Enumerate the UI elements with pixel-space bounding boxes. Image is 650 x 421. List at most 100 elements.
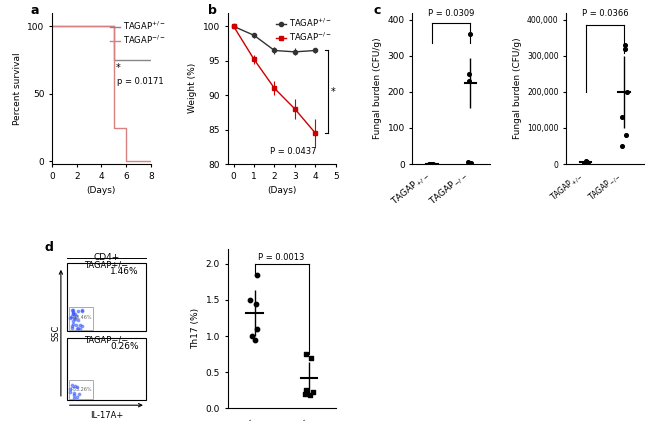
Y-axis label: Th17 (%): Th17 (%) [191, 308, 200, 349]
Legend: TAGAP$^{+/-}$, TAGAP$^{-/-}$: TAGAP$^{+/-}$, TAGAP$^{-/-}$ [276, 17, 332, 43]
Text: b: b [208, 3, 217, 16]
Point [66, 313, 76, 320]
Bar [69, 307, 94, 330]
Text: *: * [116, 64, 121, 73]
Point [300, 391, 310, 397]
Text: TAGAP+/−: TAGAP+/− [84, 261, 129, 269]
Point [426, 161, 437, 168]
Point [619, 45, 630, 52]
Point [581, 158, 592, 165]
Y-axis label: Fungal burden (CFU/g): Fungal burden (CFU/g) [373, 37, 382, 139]
Bar [69, 380, 94, 399]
Point [77, 307, 88, 314]
Point [69, 392, 79, 399]
Y-axis label: Weight (%): Weight (%) [188, 63, 197, 113]
Point [68, 310, 78, 317]
Point [70, 316, 81, 322]
Point [65, 314, 75, 321]
Point [68, 320, 78, 327]
Bar [67, 263, 146, 331]
Point [67, 307, 77, 314]
Point [69, 394, 79, 401]
Text: IL-17A+: IL-17A+ [90, 411, 123, 420]
Point [68, 318, 78, 325]
Point [465, 160, 476, 166]
Point [66, 325, 77, 332]
Point [73, 308, 83, 314]
Point [621, 88, 632, 95]
Text: P = 0.0013: P = 0.0013 [259, 253, 305, 262]
Point [620, 42, 630, 48]
Point [307, 389, 318, 396]
Text: P53.26%: P53.26% [70, 387, 92, 392]
Text: 0.26%: 0.26% [111, 341, 139, 351]
Y-axis label: Fungal burden (CFU/g): Fungal burden (CFU/g) [513, 37, 521, 139]
Point [582, 159, 592, 165]
Text: SSC: SSC [52, 325, 61, 341]
Point [583, 161, 593, 168]
Text: p = 0.0171: p = 0.0171 [118, 77, 164, 86]
Point [252, 271, 262, 278]
Text: 1.46%: 1.46% [111, 267, 139, 276]
Point [252, 325, 262, 332]
Point [72, 384, 83, 391]
Point [306, 354, 316, 361]
Text: TAGAP−/−: TAGAP−/− [84, 335, 129, 344]
Text: CD4+: CD4+ [93, 253, 120, 261]
Point [424, 161, 434, 168]
Point [72, 394, 82, 400]
Point [71, 322, 81, 329]
Bar [67, 338, 146, 400]
Point [300, 387, 311, 394]
Text: P = 0.0366: P = 0.0366 [582, 9, 629, 18]
Point [67, 323, 77, 330]
Point [75, 322, 85, 328]
Text: c: c [374, 3, 382, 16]
Point [68, 311, 79, 317]
Point [245, 297, 255, 304]
Point [465, 31, 475, 37]
Text: P53.46%: P53.46% [70, 315, 92, 320]
Point [463, 78, 474, 85]
Point [66, 382, 77, 389]
Point [580, 161, 590, 168]
Point [250, 300, 261, 307]
Point [621, 132, 631, 139]
Point [463, 159, 473, 165]
Point [428, 161, 438, 168]
X-axis label: (Days): (Days) [86, 186, 116, 195]
Point [578, 160, 589, 167]
Point [464, 71, 474, 77]
Text: P = 0.0437: P = 0.0437 [270, 147, 317, 156]
Point [72, 312, 82, 319]
Legend: TAGAP$^{+/-}$, TAGAP$^{-/-}$: TAGAP$^{+/-}$, TAGAP$^{-/-}$ [111, 20, 166, 46]
Point [68, 315, 79, 322]
Point [250, 336, 260, 343]
Text: P = 0.0309: P = 0.0309 [428, 9, 474, 18]
Point [73, 325, 83, 332]
Point [77, 307, 87, 314]
Point [305, 392, 315, 399]
Point [68, 389, 79, 396]
Point [68, 307, 78, 314]
Text: *: * [331, 87, 335, 97]
Point [68, 309, 79, 316]
Point [77, 322, 87, 329]
Point [70, 382, 80, 389]
Point [616, 114, 627, 120]
Point [64, 386, 75, 392]
Y-axis label: Percent survival: Percent survival [12, 52, 21, 125]
Point [424, 161, 435, 168]
Point [617, 143, 627, 149]
Point [247, 333, 257, 339]
Text: a: a [31, 3, 39, 16]
Point [72, 325, 83, 332]
Point [578, 160, 589, 167]
Point [64, 389, 75, 395]
Point [74, 391, 85, 397]
Text: d: d [44, 242, 53, 254]
Point [73, 317, 83, 323]
Point [75, 325, 85, 332]
Point [301, 351, 311, 357]
Point [70, 310, 80, 317]
